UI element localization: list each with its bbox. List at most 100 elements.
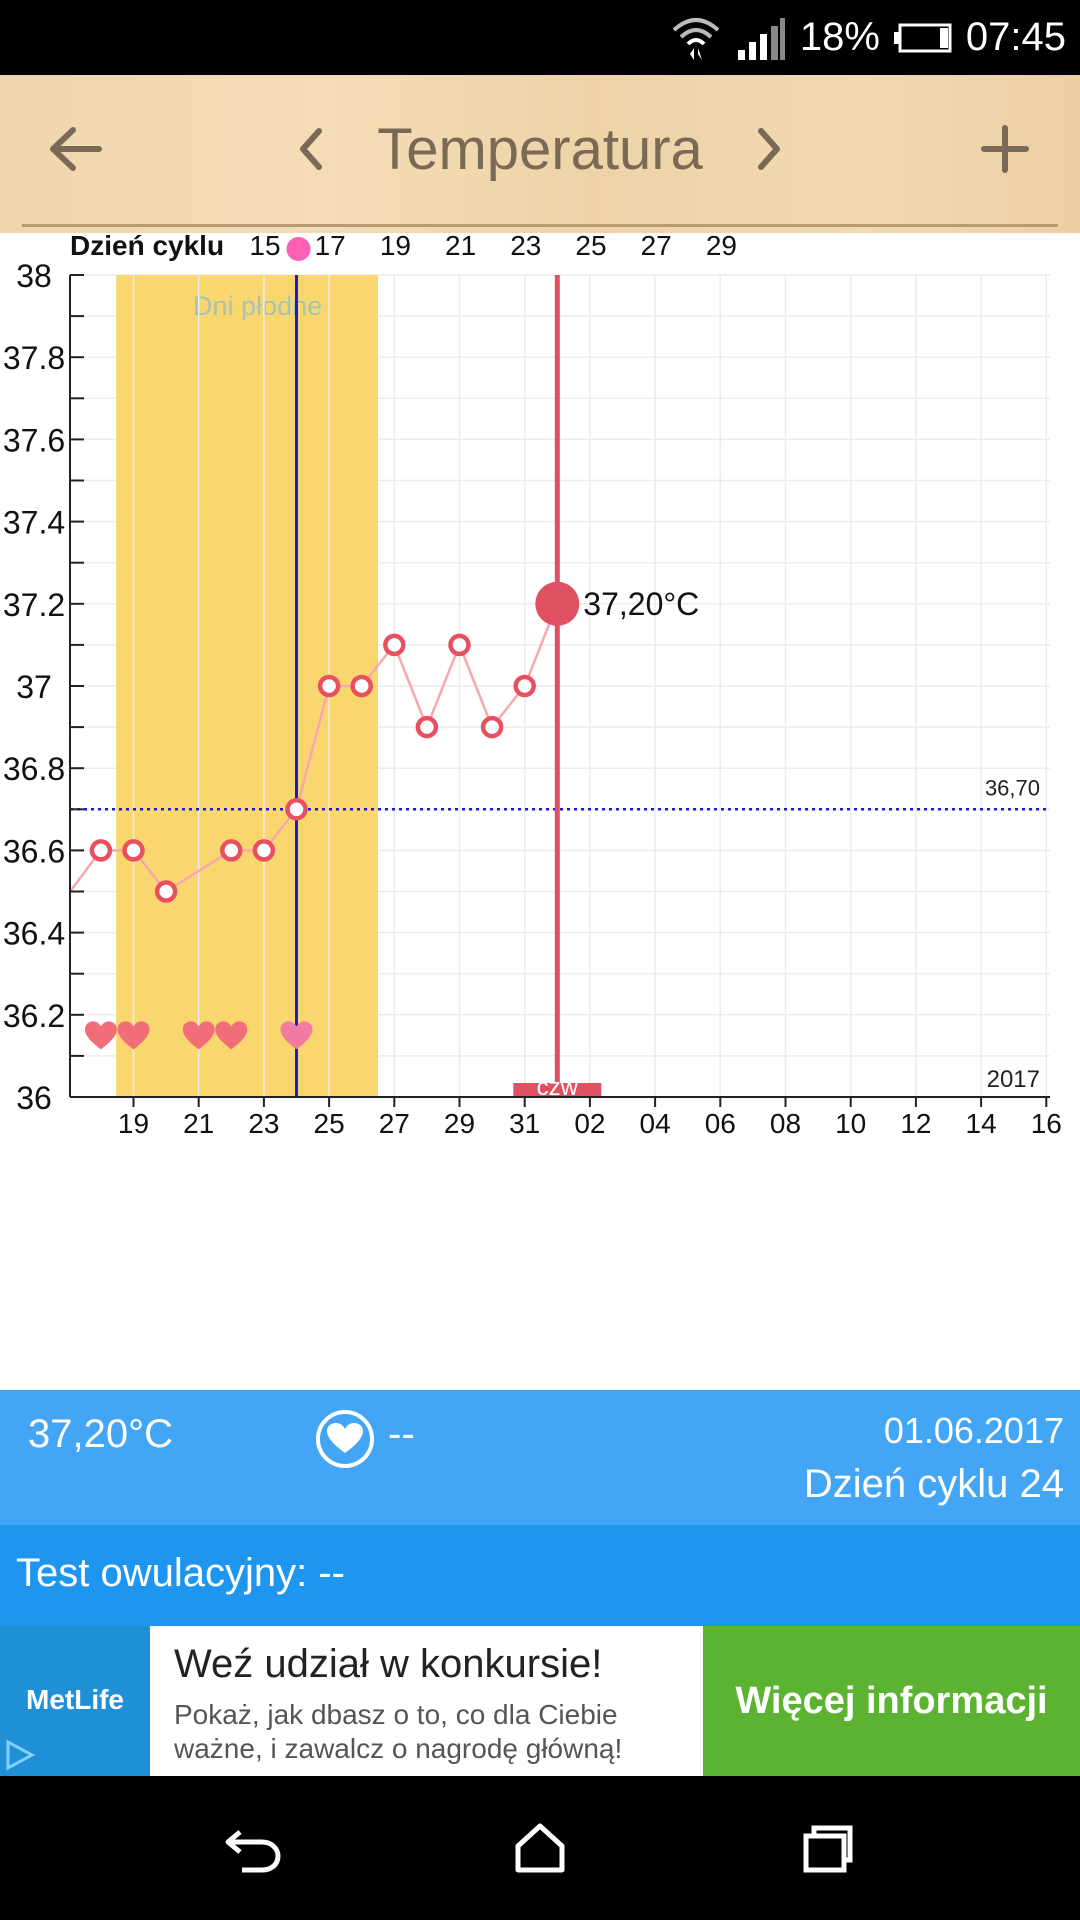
- top-tick-label: 27: [641, 233, 672, 261]
- previous-button[interactable]: [280, 75, 340, 223]
- x-tick-label: 12: [900, 1108, 931, 1139]
- status-bar: 18% 07:45: [0, 0, 1080, 75]
- info-date: 01.06.2017: [883, 1410, 1064, 1451]
- x-tick-label: 29: [444, 1108, 475, 1139]
- temperature-chart[interactable]: Dni płodne 36,70 czw 37,20°C Dzień cyklu…: [0, 233, 1080, 1390]
- y-tick-label: 36.4: [3, 916, 65, 952]
- top-tick-label: 19: [380, 233, 411, 261]
- ovulation-test-bar[interactable]: Test owulacyjny: --: [0, 1525, 1080, 1626]
- y-tick-label: 37.2: [3, 587, 65, 623]
- top-tick-label: 17: [315, 233, 346, 261]
- temperature-point[interactable]: [252, 839, 276, 862]
- temperature-point[interactable]: [383, 633, 406, 657]
- x-tick-label: 04: [640, 1108, 671, 1139]
- signal-icon: [737, 17, 785, 60]
- top-axis-title: Dzień cyklu: [70, 233, 224, 261]
- top-tick-label: 23: [510, 233, 541, 261]
- x-tick-label: 25: [314, 1108, 345, 1139]
- temperature-point[interactable]: [220, 839, 243, 862]
- ad-logo[interactable]: MetLife: [0, 1626, 150, 1776]
- top-tick-label: 21: [445, 233, 476, 261]
- info-cycle-day: Dzień cyklu 24: [803, 1462, 1064, 1506]
- nav-recents-button[interactable]: [768, 1776, 888, 1920]
- add-button[interactable]: [960, 75, 1050, 223]
- chevron-right-icon: [758, 128, 780, 170]
- cover-line-label: 36,70: [985, 775, 1040, 800]
- intercourse-heart-icon: [215, 1021, 248, 1050]
- ovulation-marker-icon: [286, 237, 311, 261]
- y-tick-label: 37.8: [3, 340, 65, 376]
- page-title: Temperatura: [377, 116, 703, 182]
- recents-icon: [803, 1825, 853, 1873]
- temperature-point[interactable]: [480, 715, 504, 739]
- year-label: 2017: [987, 1066, 1040, 1093]
- x-tick-label: 27: [379, 1108, 410, 1139]
- back-button[interactable]: [30, 75, 120, 223]
- intercourse-heart-icon: [182, 1021, 215, 1050]
- selected-weekday-badge: [513, 1083, 602, 1097]
- temperature-point[interactable]: [350, 674, 373, 698]
- y-tick-label: 38: [16, 258, 52, 294]
- ovulation-test-label: Test owulacyjny: --: [16, 1551, 345, 1595]
- x-tick-label: 08: [770, 1108, 801, 1139]
- y-tick-label: 37.6: [3, 422, 65, 458]
- ad-cta-button[interactable]: Więcej informacji: [703, 1626, 1080, 1776]
- intercourse-heart-icon: [84, 1021, 117, 1050]
- intercourse-heart-icon: [280, 1021, 313, 1050]
- back-arrow-icon: [225, 1830, 281, 1873]
- y-tick-label: 36: [16, 1080, 52, 1116]
- chevron-left-icon: [300, 128, 322, 170]
- x-tick-label: 19: [118, 1108, 149, 1139]
- next-button[interactable]: [740, 75, 800, 223]
- y-tick-label: 37: [16, 669, 52, 705]
- ad-logo-text: MetLife: [26, 1684, 124, 1715]
- info-temperature: 37,20°C: [28, 1412, 173, 1456]
- navigation-bar: [0, 1776, 1080, 1920]
- temperature-point[interactable]: [89, 839, 113, 862]
- temperature-point[interactable]: [154, 880, 178, 903]
- temperature-point[interactable]: [122, 839, 145, 862]
- plus-icon: [981, 125, 1029, 173]
- x-tick-label: 06: [705, 1108, 736, 1139]
- intercourse-value: --: [388, 1412, 415, 1456]
- x-tick-label: 16: [1031, 1108, 1062, 1139]
- arrow-left-icon: [50, 127, 102, 171]
- x-tick-label: 10: [835, 1108, 866, 1139]
- selected-value-label: 37,20°C: [583, 586, 699, 622]
- battery-percent: 18%: [799, 15, 880, 59]
- temperature-point[interactable]: [415, 715, 439, 739]
- temperature-point[interactable]: [448, 633, 471, 657]
- y-tick-label: 37.4: [3, 505, 65, 541]
- toolbar: Temperatura: [0, 75, 1080, 233]
- top-tick-label: 15: [249, 233, 280, 261]
- top-tick-label: 25: [575, 233, 606, 261]
- fertile-window-label: Dni płodne: [193, 291, 322, 321]
- heart-icon: [327, 1423, 363, 1453]
- temperature-point[interactable]: [317, 674, 341, 698]
- ad-banner[interactable]: MetLife Weź udział w konkursie! Pokaż, j…: [0, 1626, 1080, 1776]
- x-tick-label: 21: [183, 1108, 214, 1139]
- selected-point[interactable]: [535, 581, 580, 626]
- top-tick-label: 29: [706, 233, 737, 261]
- temperature-point[interactable]: [285, 798, 308, 821]
- ad-title: Weź udział w konkursie!: [174, 1642, 603, 1686]
- x-tick-label: 23: [248, 1108, 279, 1139]
- toolbar-divider: [22, 224, 1058, 227]
- wifi-icon: [672, 17, 720, 60]
- x-tick-label: 31: [509, 1108, 540, 1139]
- y-tick-label: 36.8: [3, 751, 65, 787]
- nav-home-button[interactable]: [480, 1776, 600, 1920]
- clock: 07:45: [965, 15, 1066, 59]
- intercourse-icon[interactable]: [316, 1410, 374, 1468]
- x-tick-label: 02: [574, 1108, 605, 1139]
- ad-body: Pokaż, jak dbasz o to, co dla Ciebie waż…: [174, 1699, 623, 1764]
- nav-back-button[interactable]: [194, 1776, 314, 1920]
- ad-choices-icon[interactable]: [4, 1738, 38, 1772]
- temperature-point[interactable]: [513, 674, 536, 698]
- intercourse-heart-icon: [117, 1021, 150, 1050]
- day-info-bar[interactable]: 37,20°C -- 01.06.2017 Dzień cyklu 24: [0, 1390, 1080, 1525]
- y-tick-label: 36.6: [3, 833, 65, 869]
- y-tick-label: 36.2: [3, 998, 65, 1034]
- x-tick-label: 14: [966, 1108, 997, 1139]
